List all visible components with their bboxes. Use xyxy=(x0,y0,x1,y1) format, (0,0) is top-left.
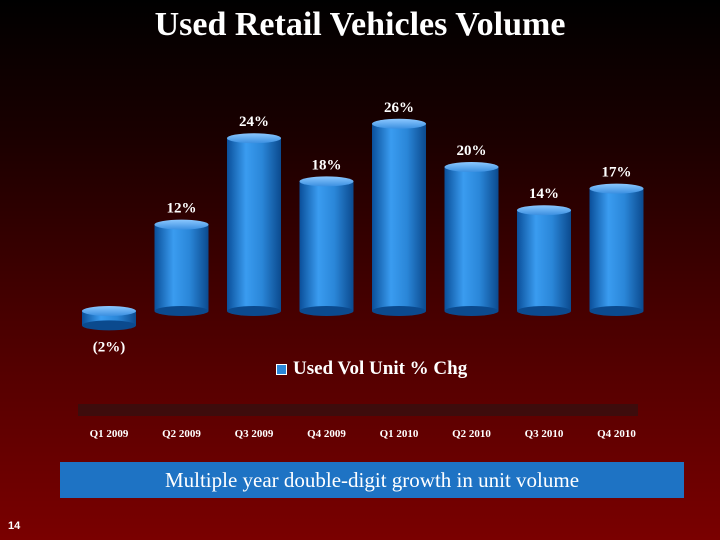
callout-text: Multiple year double-digit growth in uni… xyxy=(164,467,580,492)
x-tick-q2-2010: Q2 2010 xyxy=(452,428,491,440)
data-label-q2-2009: 12% xyxy=(167,201,197,217)
data-label-q3-2009: 24% xyxy=(239,114,269,130)
legend-label: Used Vol Unit % Chg xyxy=(293,358,468,379)
x-tick-q2-2009: Q2 2009 xyxy=(162,428,201,440)
callout-banner: Multiple year double-digit growth in uni… xyxy=(60,462,684,498)
bar-q1-2009 xyxy=(82,306,136,331)
chart-legend: Used Vol Unit % Chg xyxy=(276,357,467,381)
data-label-q4-2010: 17% xyxy=(602,165,632,181)
bar-chart: (2%) 12% 24% 18% 26% 20% 14% 17% Q1 2009 Q2 2009… xyxy=(78,100,644,440)
bar-q3-2010 xyxy=(517,205,571,316)
slide-number: 14 xyxy=(8,520,21,532)
data-label-q4-2009: 18% xyxy=(312,157,342,173)
x-tick-q3-2009: Q3 2009 xyxy=(235,428,274,440)
x-tick-q1-2010: Q1 2010 xyxy=(380,428,419,440)
bar-q3-2009 xyxy=(227,133,281,316)
x-tick-q4-2010: Q4 2010 xyxy=(597,428,636,440)
data-label-q1-2009: (2%) xyxy=(93,339,126,355)
bar-q4-2010 xyxy=(589,183,644,316)
bar-q1-2010 xyxy=(372,118,426,316)
data-label-q2-2010: 20% xyxy=(457,143,487,159)
bar-q2-2010 xyxy=(444,162,499,316)
x-tick-q1-2009: Q1 2009 xyxy=(90,428,129,440)
data-label-q3-2010: 14% xyxy=(529,186,559,202)
legend-swatch xyxy=(276,363,287,375)
page-title: Used Retail Vehicles Volume xyxy=(154,6,566,43)
bar-q2-2009 xyxy=(154,219,209,316)
chart-floor xyxy=(78,404,638,416)
x-tick-q4-2009: Q4 2009 xyxy=(307,428,346,440)
bar-q4-2009 xyxy=(299,176,354,316)
x-tick-q3-2010: Q3 2010 xyxy=(525,428,564,440)
data-label-q1-2010: 26% xyxy=(384,100,414,116)
